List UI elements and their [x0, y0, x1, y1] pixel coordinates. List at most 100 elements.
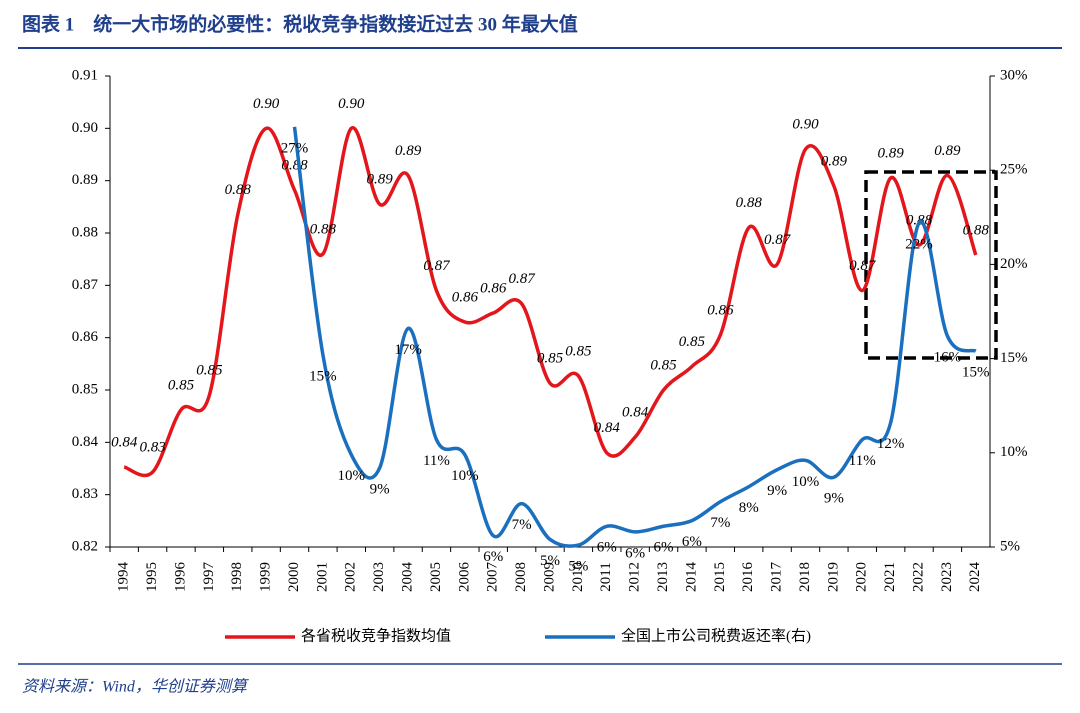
x-tick-label: 2020	[854, 562, 870, 592]
data-label: 0.89	[878, 145, 905, 161]
x-tick-label: 2021	[882, 562, 898, 592]
y2-tick-label: 5%	[1000, 538, 1020, 554]
y-tick-label: 0.85	[72, 381, 98, 397]
data-label: 0.89	[821, 153, 848, 169]
y-tick-label: 0.87	[72, 277, 99, 293]
x-tick-label: 1996	[172, 562, 188, 593]
data-label: 0.86	[707, 302, 734, 318]
data-label: 15%	[962, 365, 990, 381]
x-tick-label: 2022	[910, 562, 926, 592]
x-tick-label: 2005	[428, 562, 444, 592]
x-tick-label: 2023	[939, 562, 955, 592]
data-label: 16%	[934, 349, 962, 365]
y-tick-label: 0.91	[72, 67, 98, 83]
data-label: 0.87	[764, 232, 792, 248]
data-label: 0.88	[225, 182, 252, 198]
data-label: 0.89	[934, 143, 961, 159]
data-label: 0.85	[537, 351, 564, 367]
data-label: 0.84	[111, 434, 138, 450]
x-tick-label: 2010	[570, 562, 586, 592]
x-tick-label: 2024	[967, 562, 983, 593]
data-label: 0.84	[594, 420, 621, 436]
data-label: 0.85	[679, 334, 706, 350]
y-tick-label: 0.84	[72, 434, 99, 450]
data-label: 6%	[597, 540, 617, 556]
data-label: 7%	[710, 515, 730, 531]
legend-label: 全国上市公司税费返还率(右)	[621, 626, 811, 644]
x-tick-label: 2014	[683, 562, 699, 593]
data-label: 0.90	[792, 117, 819, 133]
data-label: 0.87	[508, 271, 536, 287]
highlight-box	[864, 170, 998, 360]
x-tick-label: 2019	[825, 562, 841, 592]
data-label: 0.83	[139, 440, 165, 456]
data-label: 0.87	[849, 258, 877, 274]
x-tick-label: 2009	[541, 562, 557, 592]
data-label: 9%	[824, 491, 844, 507]
chart-title: 图表 1 统一大市场的必要性：税收竞争指数接近过去 30 年最大值	[22, 12, 578, 35]
data-label: 11%	[423, 453, 450, 469]
data-label: 10%	[792, 474, 820, 490]
x-tick-label: 1997	[201, 562, 217, 593]
x-tick-label: 2016	[740, 562, 756, 593]
data-label: 0.87	[423, 258, 451, 274]
y-tick-label: 0.89	[72, 172, 98, 188]
x-tick-label: 2004	[400, 562, 416, 593]
x-tick-label: 2013	[655, 562, 671, 592]
data-label: 7%	[512, 517, 532, 533]
y2-tick-label: 15%	[1000, 350, 1028, 366]
x-tick-label: 2018	[797, 562, 813, 592]
x-tick-label: 2015	[712, 562, 728, 592]
data-label: 22%	[905, 236, 933, 252]
data-label: 0.90	[338, 96, 365, 112]
x-tick-label: 2003	[371, 562, 387, 592]
x-tick-label: 2012	[627, 562, 643, 592]
data-label: 5%	[568, 559, 588, 575]
x-tick-label: 2008	[513, 562, 529, 592]
data-label: 0.84	[622, 405, 649, 421]
series-line	[123, 126, 978, 478]
data-label: 15%	[309, 368, 337, 384]
data-label: 9%	[370, 481, 390, 497]
data-label: 11%	[849, 453, 876, 469]
data-label: 6%	[682, 534, 702, 550]
data-label: 0.88	[310, 221, 337, 237]
x-tick-label: 2006	[456, 562, 472, 593]
x-tick-label: 2001	[314, 562, 330, 592]
x-tick-label: 2002	[343, 562, 359, 592]
x-tick-label: 2000	[286, 562, 302, 592]
y-tick-label: 0.88	[72, 224, 98, 240]
data-label: 8%	[739, 500, 759, 516]
x-tick-label: 1998	[229, 562, 245, 592]
source: 资料来源：Wind，华创证券测算	[22, 678, 250, 696]
data-label: 0.90	[253, 96, 280, 112]
data-label: 6%	[625, 545, 645, 561]
data-label: 27%	[281, 140, 309, 156]
data-label: 6%	[483, 549, 503, 565]
x-tick-label: 2007	[485, 562, 501, 593]
series-line	[292, 126, 977, 548]
data-label: 10%	[338, 468, 366, 484]
data-label: 0.85	[565, 343, 592, 359]
data-label: 0.86	[452, 289, 479, 305]
data-label: 0.85	[650, 357, 677, 373]
data-label: 0.86	[480, 281, 507, 297]
data-label: 12%	[877, 436, 905, 452]
data-label: 0.89	[367, 172, 394, 188]
data-label: 5%	[540, 553, 560, 569]
data-label: 6%	[654, 540, 674, 556]
x-tick-label: 1999	[258, 562, 274, 592]
y2-tick-label: 20%	[1000, 256, 1028, 272]
data-label: 0.85	[168, 377, 195, 393]
y2-tick-label: 10%	[1000, 444, 1028, 460]
x-tick-label: 2017	[769, 562, 785, 593]
x-tick-label: 2011	[598, 562, 614, 591]
x-tick-label: 1995	[144, 562, 160, 592]
x-tick-label: 1994	[116, 562, 132, 593]
data-label: 0.88	[281, 158, 308, 174]
y2-tick-label: 25%	[1000, 162, 1028, 178]
y-tick-label: 0.86	[72, 329, 99, 345]
data-label: 0.89	[395, 143, 422, 159]
y-tick-label: 0.83	[72, 486, 98, 502]
